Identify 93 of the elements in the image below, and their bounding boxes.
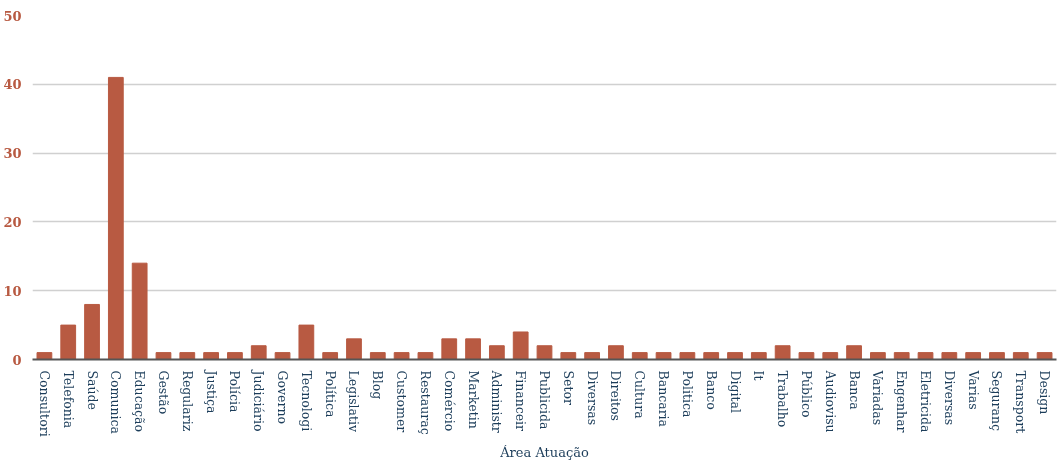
bar (536, 345, 553, 360)
bar (274, 352, 291, 360)
x-tick-label: Comunica (108, 370, 124, 435)
bar (417, 352, 434, 360)
bar (131, 262, 148, 360)
y-tick-label: 40 (3, 77, 22, 93)
y-tick-label: 50 (3, 8, 22, 24)
x-tick-label: Publicida (537, 370, 552, 430)
bar (703, 352, 720, 360)
bar (250, 345, 267, 360)
x-tick-label: Política (322, 370, 338, 418)
x-tick-label: Blog (370, 370, 386, 400)
x-tick-label: Restauraç (417, 370, 433, 435)
bar (584, 352, 601, 360)
bar (941, 352, 958, 360)
x-tick-label: Diversas (584, 370, 600, 426)
bar (608, 345, 624, 360)
x-tick-label: Público (798, 370, 814, 418)
x-tick-label: Banco (703, 370, 719, 410)
bar (155, 352, 172, 360)
x-tick-label: It (751, 370, 767, 381)
bar (84, 303, 100, 360)
bar (727, 352, 743, 360)
bar (441, 338, 458, 360)
x-tick-label: Cultura (632, 370, 648, 420)
x-tick-label: Bancaria (656, 370, 672, 428)
x-tick-label: Financeir (513, 370, 529, 432)
bar (298, 324, 315, 360)
bar (465, 338, 481, 360)
x-tick-label: Educação (132, 370, 148, 433)
bar (798, 352, 815, 360)
x-tick-label: Administr (489, 369, 505, 433)
x-tick-label: Tecnologi (298, 370, 314, 432)
x-axis-title: Área Atuação (499, 444, 589, 460)
x-tick-label: Telefonia (60, 370, 76, 429)
x-tick-label: Saúde (84, 370, 100, 410)
x-tick-label: Eletricida (918, 370, 934, 434)
bar (631, 352, 648, 360)
bar (488, 345, 505, 360)
bar (60, 324, 77, 360)
x-tick-label: Design (1037, 370, 1053, 415)
x-tick-label: Banca (846, 370, 862, 411)
bar (369, 352, 386, 360)
bar (1012, 352, 1029, 360)
bar (917, 352, 934, 360)
bar (846, 345, 862, 360)
bar (322, 352, 339, 360)
y-tick-label: 0 (12, 352, 22, 368)
x-tick-label: Variadas (870, 369, 886, 426)
x-tick-label: Diversas (941, 370, 957, 426)
bar (1036, 352, 1053, 360)
bar (107, 76, 124, 360)
x-tick-label: Governo (275, 370, 291, 425)
bar (965, 352, 982, 360)
x-tick-label: Marketin (465, 370, 481, 429)
bar (750, 352, 767, 360)
bar (203, 352, 219, 360)
bar (36, 352, 53, 360)
bar (227, 352, 243, 360)
bar (870, 352, 886, 360)
y-tick-label: 10 (3, 283, 22, 299)
x-tick-label: Transport (1013, 370, 1029, 434)
y-tick-label: 20 (3, 214, 22, 230)
bar (346, 338, 362, 360)
x-tick-label: Comércio (441, 370, 457, 432)
x-tick-label: Direitos (608, 370, 624, 421)
x-tick-label: Trabalho (775, 370, 791, 428)
bar (774, 345, 791, 360)
x-tick-label: Engenhar (894, 370, 910, 433)
bar (560, 352, 577, 360)
x-tick-label: Seguranç (989, 370, 1005, 431)
x-tick-label: Setor (560, 370, 576, 406)
bar (179, 352, 196, 360)
bar (822, 352, 839, 360)
x-tick-label: Polícia (227, 370, 243, 413)
bar (989, 352, 1005, 360)
x-tick-label: Regulariz (179, 370, 195, 432)
x-tick-label: Legislativ (346, 370, 362, 434)
x-tick-label: Politica (679, 370, 695, 418)
bar (393, 352, 410, 360)
y-tick-label: 30 (3, 146, 22, 162)
x-tick-label: Gestão (155, 370, 171, 415)
x-tick-label: Justiça (203, 368, 219, 414)
bar (655, 352, 672, 360)
x-tick-label: Digital (727, 370, 743, 413)
x-tick-label: Consultori (36, 370, 52, 437)
x-tick-label: Judiciário (251, 368, 267, 432)
bar (893, 352, 910, 360)
x-tick-label: Audiovisu (822, 369, 838, 433)
bar (512, 331, 529, 360)
bar (679, 352, 696, 360)
x-tick-label: Varias (965, 369, 981, 410)
x-tick-label: Customer (394, 370, 410, 433)
